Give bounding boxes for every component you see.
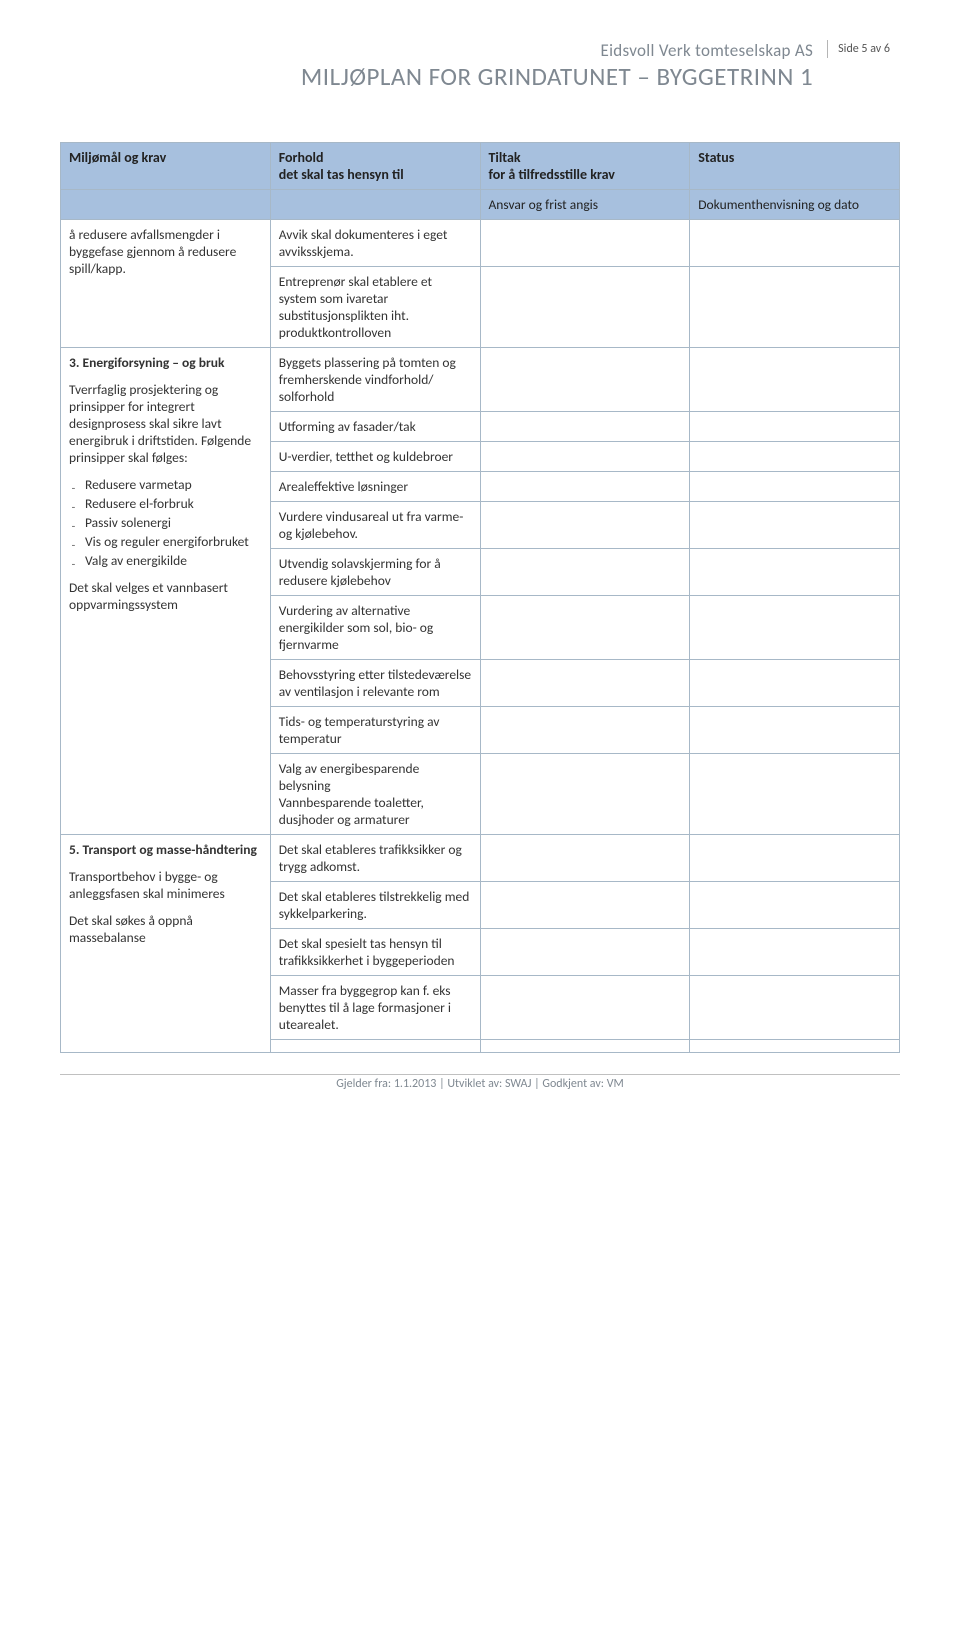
table-header-row: Miljømål og krav Forhold det skal tas he… (61, 143, 900, 190)
list-item: Redusere varmetap (71, 476, 262, 493)
cell-s3-r4-empty (270, 1040, 480, 1053)
cell-s1-left: å redusere avfallsmengder i byggefase gj… (61, 220, 271, 348)
empty-cell (690, 472, 900, 502)
page-footer: Gjelder fra: 1.1.2013 | Utviklet av: SWA… (60, 1074, 900, 1091)
cell-s2-left: 3. Energiforsyning – og bruk Tverrfaglig… (61, 348, 271, 835)
empty-cell (690, 929, 900, 976)
table-row: å redusere avfallsmengder i byggefase gj… (61, 220, 900, 267)
cell-s2-r6: Vurdering av alternative energikilder so… (270, 596, 480, 660)
cell-s3-r3: Masser fra byggegrop kan f. eks benyttes… (270, 976, 480, 1040)
page-number-tag: Side 5 av 6 (827, 40, 900, 58)
empty-cell (480, 707, 690, 754)
empty-cell (480, 976, 690, 1040)
empty-cell (690, 707, 900, 754)
subhead-4: Dokumenthenvisning og dato (690, 190, 900, 220)
col-head-2: Forhold det skal tas hensyn til (270, 143, 480, 190)
cell-s2-r8: Tids- og temperaturstyring av temperatur (270, 707, 480, 754)
s3-p2: Det skal søkes å oppnå massebalanse (69, 912, 262, 946)
cell-s2-r5: Utvendig solavskjerming for å redusere k… (270, 549, 480, 596)
empty-cell (480, 549, 690, 596)
empty-cell (480, 882, 690, 929)
requirements-table: Miljømål og krav Forhold det skal tas he… (60, 142, 900, 1053)
cell-s2-r4: Vurdere vindusareal ut fra varme- og kjø… (270, 502, 480, 549)
empty-cell (690, 502, 900, 549)
list-item: Valg av energikilde (71, 552, 262, 569)
empty-cell (690, 549, 900, 596)
cell-s1-r1: Avvik skal dokumenteres i eget avviksskj… (270, 220, 480, 267)
empty-cell (480, 412, 690, 442)
s2-title: 3. Energiforsyning – og bruk (69, 354, 262, 371)
header-title: MILJØPLAN FOR GRINDATUNET – BYGGETRINN 1 (301, 61, 813, 92)
subhead-3: Ansvar og frist angis (480, 190, 690, 220)
cell-s2-r9: Valg av energibesparende belysning Vannb… (270, 754, 480, 835)
subhead-2 (270, 190, 480, 220)
empty-cell (690, 882, 900, 929)
table-subheader-row: Ansvar og frist angis Dokumenthenvisning… (61, 190, 900, 220)
empty-cell (480, 348, 690, 412)
empty-cell (480, 1040, 690, 1053)
header-text-block: Eidsvoll Verk tomteselskap AS MILJØPLAN … (301, 40, 813, 92)
table-row: 5. Transport og masse-håndtering Transpo… (61, 835, 900, 882)
cell-s2-r3: Arealeffektive løsninger (270, 472, 480, 502)
col-head-2-text: Forhold det skal tas hensyn til (279, 149, 404, 183)
col-head-1: Miljømål og krav (61, 143, 271, 190)
empty-cell (690, 220, 900, 267)
empty-cell (690, 660, 900, 707)
empty-cell (480, 596, 690, 660)
cell-s2-r1: Utforming av fasader/tak (270, 412, 480, 442)
list-item: Vis og reguler energiforbruket (71, 533, 262, 550)
cell-s2-r2: U-verdier, tetthet og kuldebroer (270, 442, 480, 472)
page-header: Eidsvoll Verk tomteselskap AS MILJØPLAN … (60, 40, 900, 92)
s2-bullet-list: Redusere varmetap Redusere el-forbruk Pa… (69, 476, 262, 569)
cell-s3-r0: Det skal etableres trafikksikker og tryg… (270, 835, 480, 882)
empty-cell (480, 267, 690, 348)
empty-cell (480, 754, 690, 835)
cell-s3-r2: Det skal spesielt tas hensyn til trafikk… (270, 929, 480, 976)
col-head-3-text: Tiltak for å tilfredsstille krav (489, 149, 615, 183)
list-item: Redusere el-forbruk (71, 495, 262, 512)
empty-cell (480, 502, 690, 549)
empty-cell (690, 596, 900, 660)
s2-p2: Det skal velges et vannbasert oppvarming… (69, 579, 262, 613)
empty-cell (480, 660, 690, 707)
col-head-3: Tiltak for å tilfredsstille krav (480, 143, 690, 190)
empty-cell (480, 220, 690, 267)
empty-cell (690, 442, 900, 472)
empty-cell (690, 412, 900, 442)
s3-p1: Transportbehov i bygge- og anleggsfasen … (69, 868, 262, 902)
cell-s3-left: 5. Transport og masse-håndtering Transpo… (61, 835, 271, 1053)
empty-cell (690, 348, 900, 412)
col-head-4: Status (690, 143, 900, 190)
header-company: Eidsvoll Verk tomteselskap AS (301, 40, 813, 61)
empty-cell (480, 835, 690, 882)
col-head-4-text: Status (698, 149, 734, 166)
empty-cell (690, 267, 900, 348)
empty-cell (690, 835, 900, 882)
s3-title: 5. Transport og masse-håndtering (69, 841, 262, 858)
empty-cell (690, 976, 900, 1040)
col-head-1-text: Miljømål og krav (69, 149, 166, 166)
empty-cell (480, 472, 690, 502)
cell-s1-r2: Entreprenør skal etablere et system som … (270, 267, 480, 348)
cell-s3-r1: Det skal etableres tilstrekkelig med syk… (270, 882, 480, 929)
empty-cell (480, 442, 690, 472)
cell-s2-r0: Byggets plassering på tomten og fremhers… (270, 348, 480, 412)
subhead-1 (61, 190, 271, 220)
cell-s2-r7: Behovsstyring etter tilstedeværelse av v… (270, 660, 480, 707)
empty-cell (690, 1040, 900, 1053)
s2-p1: Tverrfaglig prosjektering og prinsipper … (69, 381, 262, 466)
empty-cell (480, 929, 690, 976)
table-row: 3. Energiforsyning – og bruk Tverrfaglig… (61, 348, 900, 412)
empty-cell (690, 754, 900, 835)
list-item: Passiv solenergi (71, 514, 262, 531)
